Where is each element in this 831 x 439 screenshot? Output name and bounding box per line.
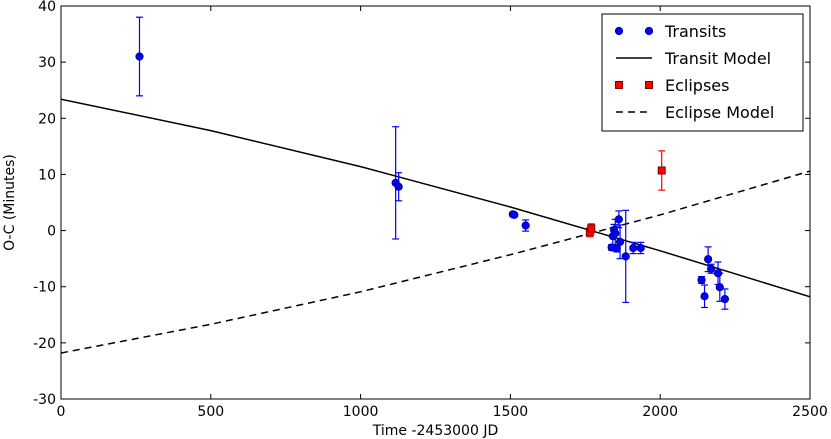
transit-point <box>612 244 621 253</box>
eclipse-point <box>657 166 666 175</box>
y-tick-label: 20 <box>38 111 56 127</box>
y-tick-label: 30 <box>38 55 56 71</box>
plot-frame <box>60 5 811 400</box>
y-tick-label: -20 <box>33 336 56 352</box>
legend-eclipse-marker <box>615 81 623 89</box>
transit-point <box>697 275 706 285</box>
x-tick-label: 1000 <box>343 404 379 420</box>
transit-model-line <box>61 98 810 298</box>
transit-point <box>713 269 723 278</box>
legend-eclipse-marker <box>645 81 653 89</box>
legend-box <box>601 13 804 132</box>
x-tick-label: 500 <box>197 404 224 420</box>
transit-point <box>615 237 625 246</box>
transit-point <box>629 243 638 253</box>
y-tick-label: 0 <box>47 224 56 240</box>
x-tick-label: 0 <box>57 404 66 420</box>
transit-point <box>621 252 630 261</box>
transit-point <box>135 52 144 61</box>
eclipse-point <box>587 224 596 233</box>
transit-point <box>614 215 623 224</box>
eclipse-model-line <box>61 170 810 354</box>
y-axis-label: O-C (Minutes) <box>2 154 18 251</box>
y-tick-label: 10 <box>38 167 56 183</box>
transit-point <box>720 294 730 304</box>
y-tick-label: -10 <box>33 280 56 296</box>
legend-transit-model-label: Transit Model <box>664 49 771 68</box>
legend-transit-marker <box>644 26 654 36</box>
transit-point <box>521 221 530 230</box>
transit-point <box>707 264 716 273</box>
y-tick-label: -30 <box>33 392 56 408</box>
legend-eclipses-label: Eclipses <box>665 76 729 95</box>
transit-point <box>611 229 620 238</box>
transit-point <box>636 243 645 253</box>
transit-point <box>510 210 519 219</box>
x-tick-label: 2000 <box>642 404 678 420</box>
transit-point <box>700 292 709 301</box>
transit-point <box>704 255 713 264</box>
legend-transit-marker <box>614 26 624 36</box>
transit-point <box>715 283 724 292</box>
x-tick-label: 2500 <box>792 404 828 420</box>
y-tick-label: 40 <box>38 0 56 15</box>
transit-point <box>394 182 403 191</box>
legend-transits-label: Transits <box>664 22 726 41</box>
x-axis-label: Time -2453000 JD <box>372 423 498 439</box>
legend-eclipse-model-label: Eclipse Model <box>665 103 774 122</box>
x-tick-label: 1500 <box>493 404 529 420</box>
